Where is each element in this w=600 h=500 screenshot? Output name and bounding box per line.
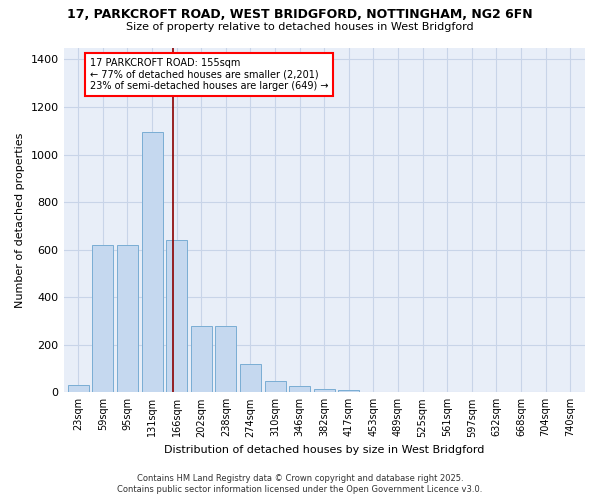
Bar: [92, 245, 113, 392]
Bar: [314, 388, 335, 392]
Bar: [215, 326, 236, 392]
Bar: [265, 381, 286, 392]
Bar: [117, 245, 138, 392]
Bar: [240, 364, 261, 392]
Bar: [191, 326, 212, 392]
Text: Contains HM Land Registry data © Crown copyright and database right 2025.
Contai: Contains HM Land Registry data © Crown c…: [118, 474, 482, 494]
Text: Size of property relative to detached houses in West Bridgford: Size of property relative to detached ho…: [126, 22, 474, 32]
Bar: [166, 240, 187, 392]
Bar: [289, 386, 310, 392]
Bar: [338, 390, 359, 392]
Y-axis label: Number of detached properties: Number of detached properties: [15, 132, 25, 308]
Bar: [68, 385, 89, 392]
Text: 17 PARKCROFT ROAD: 155sqm
← 77% of detached houses are smaller (2,201)
23% of se: 17 PARKCROFT ROAD: 155sqm ← 77% of detac…: [89, 58, 328, 91]
Bar: [142, 132, 163, 392]
X-axis label: Distribution of detached houses by size in West Bridgford: Distribution of detached houses by size …: [164, 445, 484, 455]
Text: 17, PARKCROFT ROAD, WEST BRIDGFORD, NOTTINGHAM, NG2 6FN: 17, PARKCROFT ROAD, WEST BRIDGFORD, NOTT…: [67, 8, 533, 20]
